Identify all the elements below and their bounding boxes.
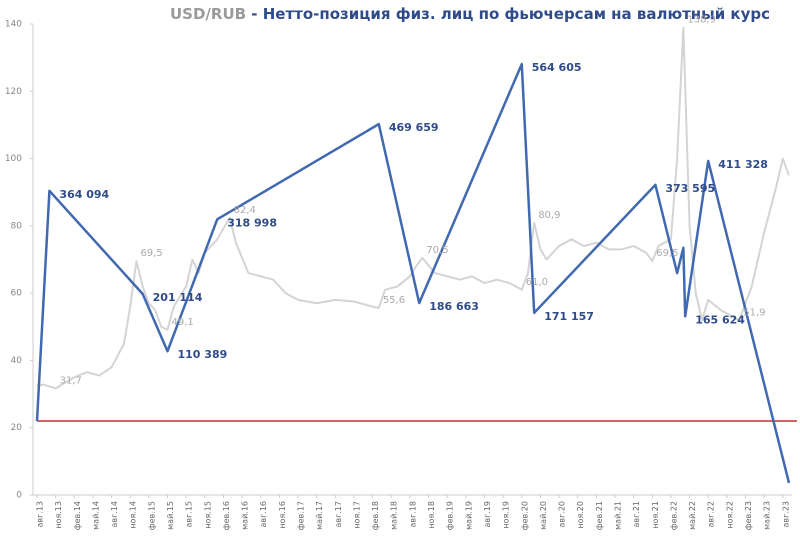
- x-tick-label: ноя.20: [576, 501, 585, 529]
- x-tick-label: май.14: [91, 501, 100, 530]
- annotation: 61,0: [526, 277, 548, 288]
- title-prefix: USD/RUB: [170, 5, 246, 23]
- data-label: 469 659: [389, 121, 439, 134]
- series-line: [35, 62, 791, 484]
- series-line: [36, 26, 790, 390]
- x-tick-label: ноя.19: [502, 501, 511, 529]
- x-tick-label: фев.22: [669, 501, 678, 530]
- x-tick-label: май.16: [241, 501, 250, 530]
- y-tick-label: 100: [5, 154, 22, 164]
- data-label: 411 328: [718, 158, 768, 171]
- y-tick-label: 140: [5, 20, 22, 30]
- x-tick-label: авг.15: [185, 501, 194, 528]
- x-tick-label: фев.14: [73, 501, 82, 530]
- x-tick-label: май.23: [763, 501, 772, 530]
- x-tick-label: ноя.22: [725, 501, 734, 529]
- x-tick-label: фев.18: [371, 501, 380, 530]
- x-tick-label: май.20: [539, 501, 548, 530]
- x-tick-label: май.18: [390, 501, 399, 530]
- data-label: 373 595: [665, 182, 715, 195]
- y-tick-label: 0: [16, 491, 22, 501]
- x-tick-label: авг.22: [707, 501, 716, 528]
- x-tick-label: ноя.14: [129, 501, 138, 529]
- x-tick-label: авг.19: [483, 501, 492, 528]
- annotation: 31,7: [60, 375, 82, 386]
- y-tick-label: 80: [11, 221, 23, 231]
- y-tick-label: 120: [5, 87, 22, 97]
- x-tick-label: ноя.21: [651, 501, 660, 529]
- x-tick-label: авг.16: [259, 501, 268, 528]
- annotation: 80,9: [538, 210, 560, 221]
- x-tick-label: авг.14: [110, 501, 119, 528]
- x-tick-label: ноя.17: [352, 501, 361, 529]
- annotation: 70,5: [426, 245, 448, 256]
- x-tick-label: авг.20: [558, 501, 567, 528]
- y-tick-label: 60: [11, 289, 23, 299]
- x-tick-label: фев.20: [520, 501, 529, 530]
- annotation: 69,5: [656, 248, 678, 259]
- x-tick-label: май.19: [464, 501, 473, 530]
- title-main: - Нетто-позиция физ. лиц по фьючерсам на…: [251, 5, 770, 23]
- x-tick-label: фев.19: [446, 501, 455, 530]
- x-tick-label: май.21: [613, 501, 622, 530]
- x-tick-label: авг.17: [334, 501, 343, 528]
- x-tick-label: ноя.13: [54, 501, 63, 529]
- data-label: 318 998: [227, 216, 277, 229]
- data-label: 110 389: [178, 348, 228, 361]
- x-tick-label: май.22: [688, 501, 697, 530]
- data-label: 364 094: [59, 188, 109, 201]
- x-tick-label: ноя.18: [427, 501, 436, 529]
- data-label: 201 114: [153, 291, 203, 304]
- x-tick-label: авг.18: [408, 501, 417, 528]
- x-tick-label: авг.13: [36, 501, 45, 528]
- x-tick-label: май.15: [166, 501, 175, 530]
- x-tick-label: май.17: [315, 501, 324, 530]
- annotation: 49,1: [172, 317, 194, 328]
- annotation: 82,4: [234, 205, 256, 216]
- x-tick-label: фев.21: [595, 501, 604, 530]
- annotation: 69,5: [140, 248, 162, 259]
- x-tick-label: фев.15: [147, 501, 156, 530]
- data-label: 564 605: [532, 61, 582, 74]
- annotation: 138,9: [687, 15, 716, 26]
- y-tick-label: 20: [11, 423, 23, 433]
- data-label: 165 624: [695, 313, 745, 326]
- x-tick-label: фев.16: [222, 501, 231, 530]
- annotation: 51,9: [743, 307, 765, 318]
- x-tick-label: фев.23: [744, 501, 753, 530]
- x-tick-label: ноя.15: [203, 501, 212, 529]
- x-tick-label: фев.17: [297, 501, 306, 530]
- x-tick-label: авг.21: [632, 501, 641, 528]
- data-label: 171 157: [544, 310, 594, 323]
- y-tick-label: 40: [11, 356, 23, 366]
- chart-title: USD/RUB - Нетто-позиция физ. лиц по фьюч…: [170, 5, 770, 23]
- x-tick-label: авг.23: [781, 501, 790, 528]
- data-label: 186 663: [429, 300, 479, 313]
- x-tick-label: ноя.16: [278, 501, 287, 529]
- annotation: 55,6: [383, 295, 405, 306]
